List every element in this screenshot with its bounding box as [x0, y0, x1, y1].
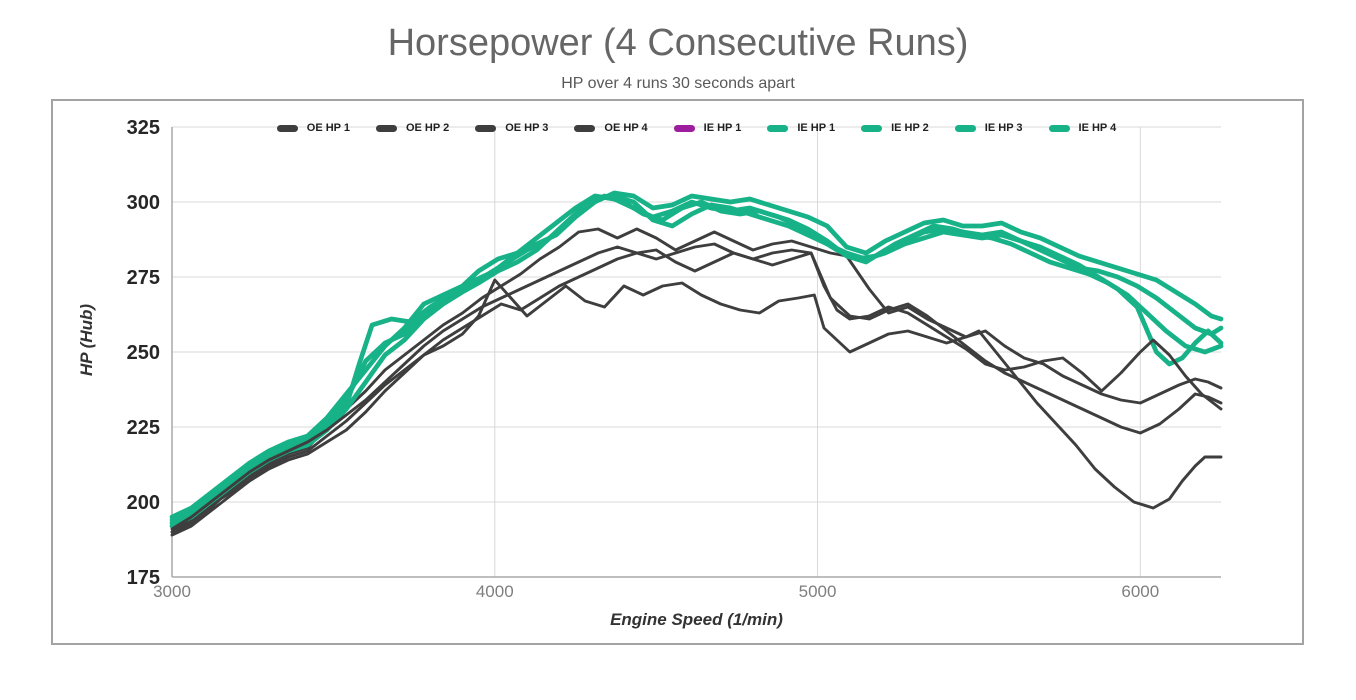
legend-item-ie-hp-3-7[interactable]: IE HP 3 — [954, 122, 1023, 134]
legend-label: IE HP 3 — [984, 122, 1023, 134]
legend-marker-icon — [861, 124, 883, 132]
y-tick-label: 225 — [127, 417, 160, 439]
legend-label: IE HP 2 — [891, 122, 929, 134]
legend-marker-icon — [1048, 124, 1070, 132]
legend-item-oe-hp-3-2[interactable]: OE HP 3 — [475, 122, 548, 134]
legend-item-ie-hp-2-6[interactable]: IE HP 2 — [861, 122, 929, 134]
series-line-ie-hp-3-7 — [169, 193, 1224, 523]
y-axis-title: HP (Hub) — [77, 303, 96, 377]
legend-label: OE HP 1 — [306, 122, 350, 134]
legend-label: OE HP 3 — [505, 122, 549, 134]
legend-label: OE HP 4 — [604, 122, 648, 134]
x-tick-label: 3000 — [153, 582, 191, 601]
legend-label: OE HP 2 — [405, 122, 450, 134]
series-line-oe-hp-4-3 — [170, 278, 1223, 537]
legend-item-oe-hp-1-0[interactable]: OE HP 1 — [276, 122, 350, 134]
legend-marker-icon — [574, 124, 596, 132]
y-tick-label: 200 — [127, 492, 160, 514]
legend-item-ie-hp-1-5[interactable]: IE HP 1 — [767, 122, 835, 134]
chart-title: Horsepower (4 Consecutive Runs) — [387, 22, 969, 64]
legend-marker-icon — [954, 124, 976, 132]
legend-marker-icon — [276, 124, 298, 132]
y-tick-label: 325 — [127, 117, 160, 139]
legend-item-ie-hp-1-4[interactable]: IE HP 1 — [673, 122, 742, 134]
y-tick-label: 250 — [127, 342, 160, 364]
legend: OE HP 1 OE HP 2 OE HP 3 OE HP 4 IE HP 1 IE HP… — [172, 120, 1221, 136]
legend-label: IE HP 4 — [1078, 122, 1117, 134]
y-tick-label: 300 — [127, 192, 160, 214]
y-tick-label: 275 — [127, 267, 160, 289]
legend-item-oe-hp-4-3[interactable]: OE HP 4 — [574, 122, 648, 134]
x-tick-label: 4000 — [476, 582, 514, 601]
chart-subtitle: HP over 4 runs 30 seconds apart — [561, 75, 795, 92]
series-line-ie-hp-4-8 — [169, 193, 1224, 529]
legend-item-ie-hp-4-8[interactable]: IE HP 4 — [1048, 122, 1117, 134]
legend-marker-icon — [375, 124, 397, 132]
series-line-oe-hp-2-1 — [170, 242, 1223, 531]
x-tick-label: 6000 — [1121, 582, 1159, 601]
chart-border — [51, 99, 1304, 645]
x-tick-label: 5000 — [799, 582, 837, 601]
y-tick-label: 175 — [127, 567, 160, 589]
legend-marker-icon — [673, 124, 695, 132]
series-line-oe-hp-3-2 — [170, 248, 1223, 534]
legend-label: IE HP 1 — [703, 122, 742, 134]
series-line-oe-hp-1-0 — [170, 227, 1223, 534]
legend-item-oe-hp-2-1[interactable]: OE HP 2 — [375, 122, 450, 134]
legend-label: IE HP 1 — [797, 122, 836, 134]
x-axis-title: Engine Speed (1/min) — [610, 610, 783, 629]
legend-marker-icon — [767, 124, 789, 132]
legend-marker-icon — [475, 124, 497, 132]
